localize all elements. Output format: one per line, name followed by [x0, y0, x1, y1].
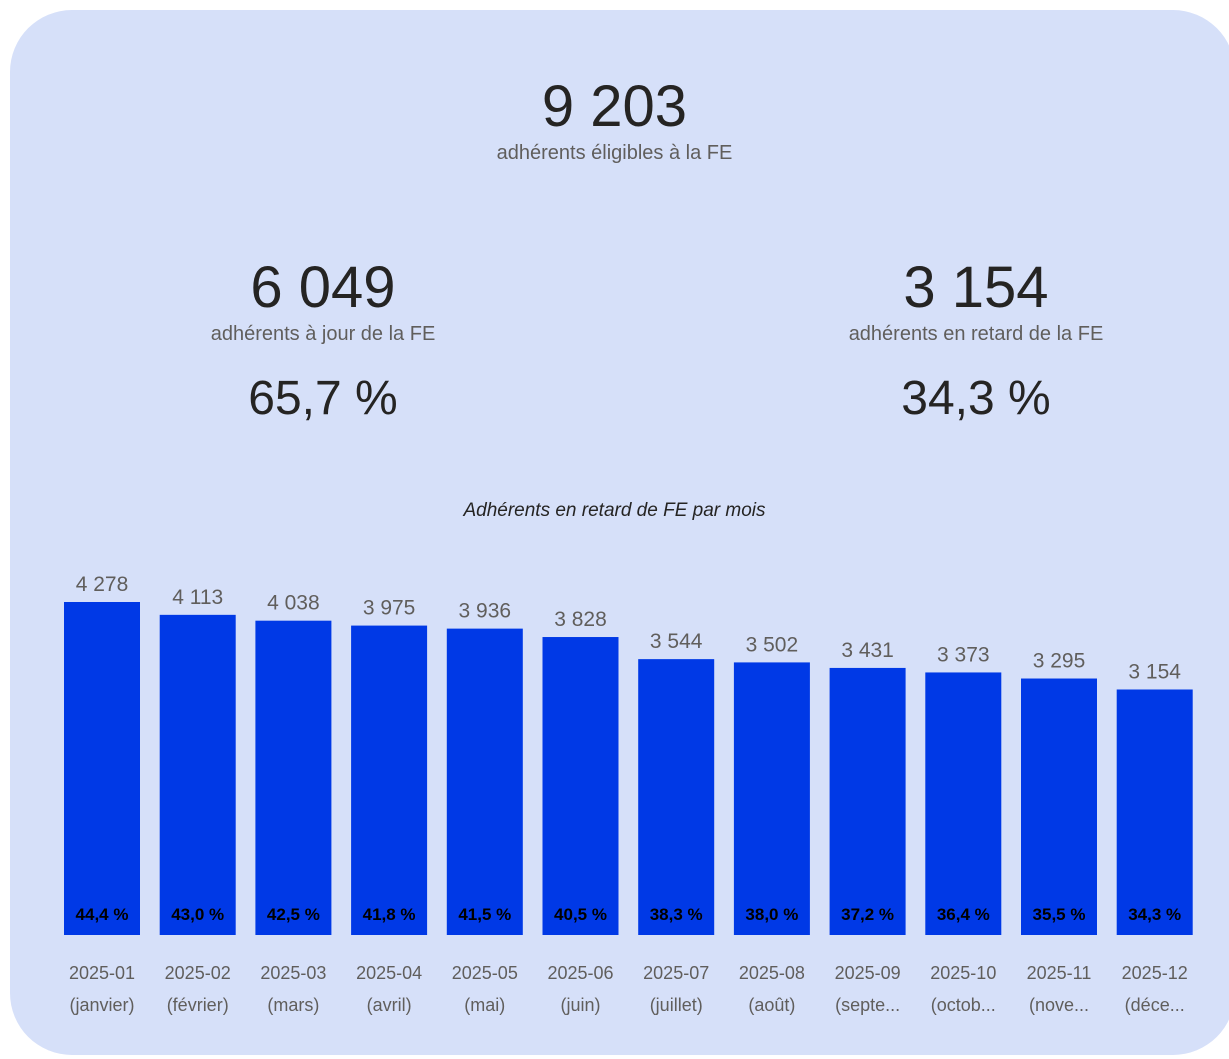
- bar: [638, 659, 715, 935]
- x-tick-sublabel: (juillet): [650, 995, 703, 1015]
- kpi-late-value: 3 154: [903, 255, 1049, 320]
- bar-value-label: 4 113: [172, 586, 223, 609]
- bar: [925, 672, 1002, 935]
- bar-pct-label: 34,3 %: [1128, 905, 1181, 924]
- bar-pct-label: 40,5 %: [554, 905, 607, 924]
- kpi-late-label: adhérents en retard de la FE: [848, 323, 1104, 345]
- bar-pct-label: 38,0 %: [745, 905, 798, 924]
- x-tick-label: 2025-12: [1122, 963, 1188, 983]
- chart-title: Adhérents en retard de FE par mois: [463, 500, 766, 521]
- bar-value-label: 4 278: [76, 573, 129, 596]
- kpi-up-to-date-value: 6 049: [250, 255, 396, 320]
- x-tick-label: 2025-10: [930, 963, 996, 983]
- x-tick-label: 2025-02: [165, 963, 231, 983]
- x-tick-label: 2025-06: [547, 963, 613, 983]
- x-tick-sublabel: (août): [748, 995, 795, 1015]
- bar: [446, 628, 523, 935]
- bar-value-label: 3 295: [1033, 650, 1086, 673]
- bar-pct-label: 37,2 %: [841, 905, 894, 924]
- kpi-up-to-date-pct: 65,7 %: [248, 372, 398, 425]
- x-tick-sublabel: (septe...: [835, 995, 900, 1015]
- bar-pct-label: 42,5 %: [267, 905, 320, 924]
- x-tick-sublabel: (octob...: [931, 995, 996, 1015]
- x-tick-label: 2025-03: [260, 963, 326, 983]
- x-tick-label: 2025-04: [356, 963, 422, 983]
- x-tick-sublabel: (janvier): [69, 995, 134, 1015]
- bar-value-label: 3 544: [650, 630, 703, 653]
- x-tick-sublabel: (avril): [367, 995, 412, 1015]
- x-tick-sublabel: (mai): [464, 995, 505, 1015]
- bar-pct-label: 44,4 %: [76, 905, 129, 924]
- x-tick-label: 2025-08: [739, 963, 805, 983]
- x-tick-sublabel: (déce...: [1125, 995, 1185, 1015]
- bar-pct-label: 36,4 %: [937, 905, 990, 924]
- bar: [542, 637, 619, 935]
- bar: [1116, 689, 1193, 935]
- bar-value-label: 3 502: [746, 633, 799, 656]
- bar: [1021, 678, 1097, 935]
- kpi-total: 9 203 adhérents éligibles à la FE: [0, 74, 1229, 166]
- bar: [351, 625, 428, 935]
- x-tick-sublabel: (juin): [560, 995, 600, 1015]
- x-tick-sublabel: (nove...: [1029, 995, 1089, 1015]
- bar-pct-label: 41,5 %: [458, 905, 511, 924]
- bar-value-label: 3 154: [1128, 660, 1181, 683]
- kpi-late-pct: 34,3 %: [901, 372, 1051, 425]
- bar-pct-label: 41,8 %: [363, 905, 416, 924]
- kpi-total-label: adhérents éligibles à la FE: [496, 142, 733, 164]
- kpi-up-to-date: 6 049 adhérents à jour de la FE 65,7 %: [123, 255, 523, 427]
- bar: [255, 620, 332, 935]
- x-tick-sublabel: (février): [167, 995, 229, 1015]
- x-tick-sublabel: (mars): [267, 995, 319, 1015]
- bar-value-label: 3 828: [554, 608, 607, 631]
- x-tick-label: 2025-01: [69, 963, 135, 983]
- bar-value-label: 3 936: [459, 600, 512, 623]
- x-tick-label: 2025-07: [643, 963, 709, 983]
- x-tick-label: 2025-09: [835, 963, 901, 983]
- bar-value-label: 3 431: [841, 639, 894, 662]
- kpi-total-value: 9 203: [541, 74, 688, 139]
- bar-value-label: 3 975: [363, 597, 416, 620]
- kpi-late: 3 154 adhérents en retard de la FE 34,3 …: [776, 255, 1176, 427]
- bar-pct-label: 38,3 %: [650, 905, 703, 924]
- bar: [733, 662, 810, 935]
- bar: [829, 667, 906, 935]
- bar: [159, 614, 236, 935]
- bar-value-label: 4 038: [267, 592, 320, 615]
- x-tick-label: 2025-11: [1027, 963, 1092, 983]
- kpi-up-to-date-label: adhérents à jour de la FE: [210, 323, 436, 345]
- bar-pct-label: 43,0 %: [171, 905, 224, 924]
- bar-value-label: 3 373: [937, 643, 990, 666]
- bar: [64, 602, 140, 935]
- bar-pct-label: 35,5 %: [1033, 905, 1086, 924]
- x-tick-label: 2025-05: [452, 963, 518, 983]
